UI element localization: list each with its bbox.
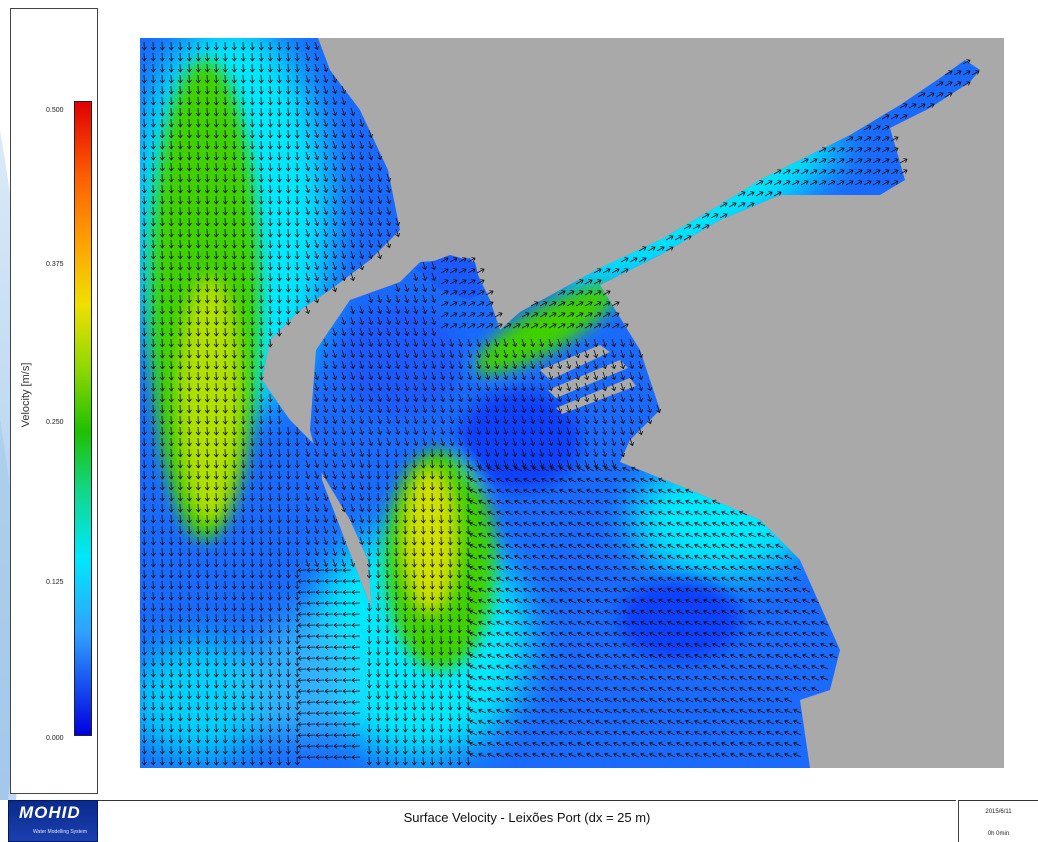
mohid-logo: MOHID Water Modelling System <box>8 800 98 842</box>
time-label: 0h 0min <box>959 831 1038 837</box>
logo-text: MOHID <box>19 803 81 823</box>
date-label: 2015/6/11 <box>959 809 1038 815</box>
logo-subtitle: Water Modelling System <box>33 829 87 835</box>
title-box: Surface Velocity - Leixões Port (dx = 25… <box>98 800 956 842</box>
date-box: 2015/6/11 0h 0min <box>958 800 1038 842</box>
map-title: Surface Velocity - Leixões Port (dx = 25… <box>98 810 956 825</box>
